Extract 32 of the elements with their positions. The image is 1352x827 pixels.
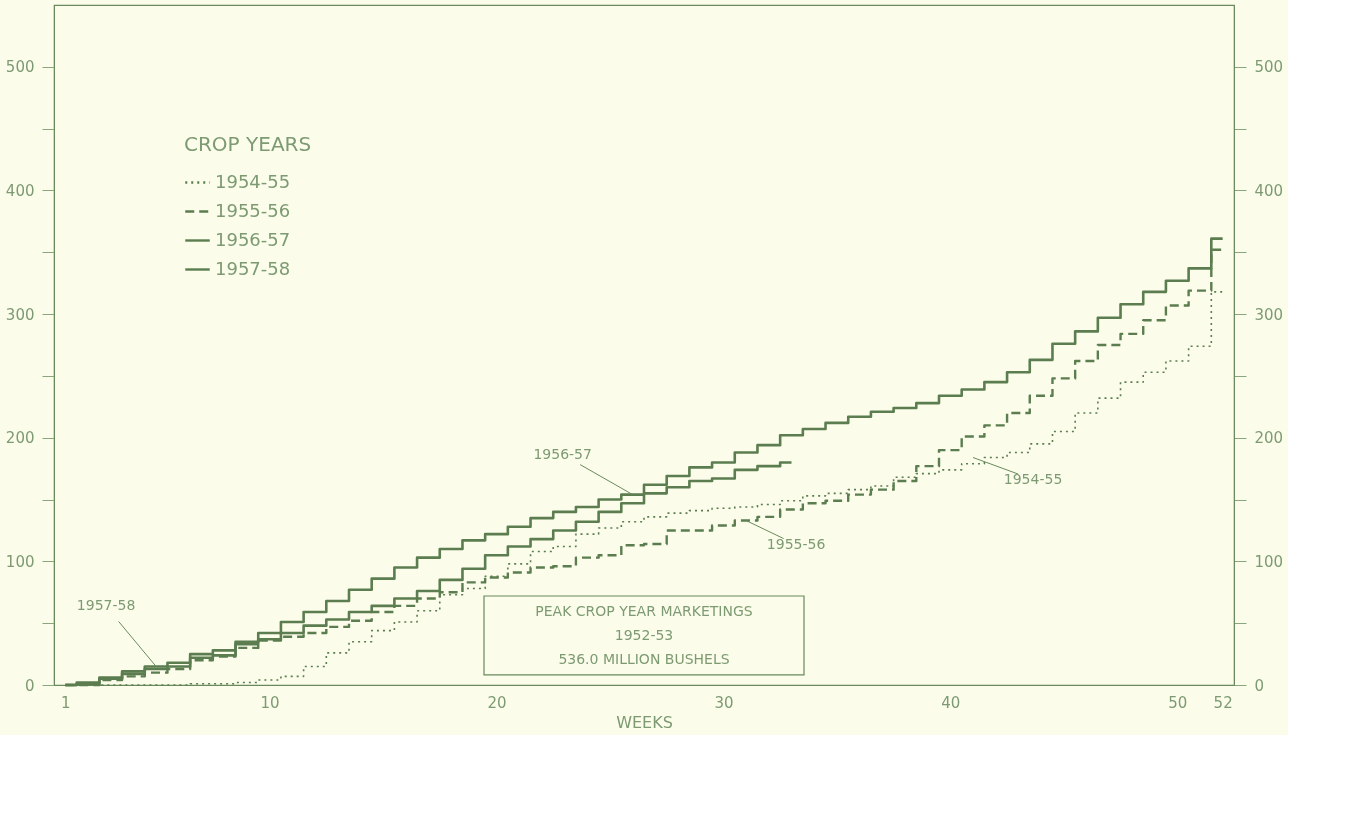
annotation: 536.0 MILLION BUSHELS	[558, 651, 730, 667]
annotation: PEAK CROP YEAR MARKETINGS	[535, 603, 753, 619]
legend-label: 1957-58	[215, 257, 291, 279]
x-tick-label: 1	[61, 693, 71, 712]
annotation: 1956-57	[533, 445, 592, 462]
x-tick-label: 40	[941, 693, 961, 712]
legend-label: 1956-57	[215, 228, 291, 250]
annotation: 1955-56	[766, 535, 826, 552]
y2-tick-label: 100	[1254, 552, 1284, 571]
y2-tick-label: 400	[1254, 181, 1284, 200]
legend-label: 1955-56	[215, 199, 291, 221]
x-axis-title: WEEKS	[616, 712, 673, 732]
annotation: 1954-55	[1003, 470, 1063, 487]
annotation: 1957-58	[76, 597, 136, 614]
legend-label: 1954-55	[215, 170, 291, 192]
annotation: 1952-53	[614, 627, 674, 643]
y2-tick-label: 500	[1254, 58, 1284, 77]
x-tick-label: 30	[714, 693, 734, 712]
y-tick-label: 500	[5, 58, 35, 77]
x-tick-label: 10	[260, 693, 280, 712]
legend-title: CROP YEARS	[184, 132, 312, 156]
x-tick-label: 20	[487, 693, 507, 712]
x-tick-label: 52	[1213, 693, 1233, 712]
y2-tick-label: 200	[1254, 429, 1284, 448]
y-tick-label: 0	[24, 676, 35, 695]
y2-tick-label: 0	[1254, 676, 1265, 695]
y-tick-label: 300	[5, 305, 35, 324]
y-tick-label: 200	[5, 429, 35, 448]
y2-tick-label: 300	[1254, 305, 1284, 324]
y-tick-label: 100	[5, 552, 35, 571]
y-tick-label: 400	[5, 181, 35, 200]
x-tick-label: 50	[1168, 693, 1188, 712]
